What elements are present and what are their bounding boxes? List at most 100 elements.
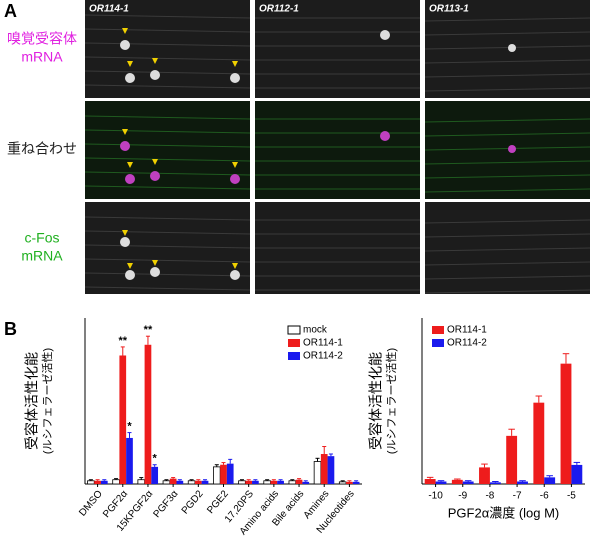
row-label: c-Fos bbox=[25, 230, 60, 246]
row-label: mRNA bbox=[21, 49, 63, 65]
arrowhead bbox=[127, 263, 133, 269]
texture bbox=[84, 56, 251, 61]
cell bbox=[120, 141, 130, 151]
legend-label: OR114-2 bbox=[303, 351, 343, 362]
bar bbox=[137, 479, 145, 485]
legend-swatch bbox=[287, 325, 301, 335]
bar bbox=[295, 479, 303, 484]
bar bbox=[245, 480, 253, 484]
cell bbox=[125, 270, 135, 280]
texture bbox=[424, 146, 591, 151]
bar bbox=[424, 479, 436, 484]
bar bbox=[533, 402, 545, 484]
x-tick-label: -5 bbox=[567, 491, 576, 502]
bar bbox=[462, 481, 474, 484]
significance-mark: ** bbox=[118, 335, 127, 347]
bar bbox=[571, 464, 583, 484]
significance-mark: * bbox=[153, 453, 158, 465]
bar bbox=[352, 481, 360, 484]
bar bbox=[506, 435, 518, 484]
texture bbox=[84, 272, 251, 277]
legend-label: OR114-1 bbox=[303, 338, 343, 349]
micrograph bbox=[85, 101, 250, 199]
bar bbox=[162, 480, 171, 485]
bar bbox=[435, 481, 447, 484]
cell bbox=[125, 174, 135, 184]
texture bbox=[84, 185, 251, 190]
bar bbox=[119, 355, 127, 484]
significance-mark: * bbox=[127, 420, 132, 432]
texture bbox=[424, 261, 591, 266]
bar bbox=[327, 456, 335, 484]
texture bbox=[84, 157, 251, 162]
texture bbox=[424, 87, 591, 92]
cell bbox=[380, 131, 390, 141]
bar bbox=[213, 466, 221, 485]
x-tick-label: -6 bbox=[540, 491, 549, 502]
arrowhead bbox=[122, 129, 128, 135]
bar bbox=[87, 480, 95, 485]
texture bbox=[84, 143, 251, 148]
bar bbox=[313, 461, 322, 485]
texture bbox=[84, 84, 251, 89]
row-label: mRNA bbox=[21, 248, 63, 264]
row-label: 嗅覚受容体 bbox=[7, 31, 77, 47]
x-tick-label: PGF3α bbox=[152, 488, 181, 520]
bar bbox=[176, 480, 184, 484]
x-axis-label: PGF2α濃度 (log M) bbox=[448, 505, 560, 520]
legend-label: OR114-1 bbox=[447, 325, 487, 336]
texture bbox=[424, 247, 591, 252]
cell bbox=[230, 270, 240, 280]
row-label: 重ね合わせ bbox=[7, 141, 77, 157]
bar bbox=[220, 464, 227, 484]
arrowhead bbox=[232, 162, 238, 168]
bar bbox=[226, 463, 234, 484]
panel-label: B bbox=[4, 319, 17, 339]
y-axis-label: 受容体活性化能 bbox=[24, 352, 40, 450]
legend-label: OR114-2 bbox=[447, 338, 487, 349]
x-tick-label: PGD2 bbox=[180, 488, 206, 516]
bar bbox=[252, 480, 259, 484]
texture bbox=[424, 233, 591, 238]
bar bbox=[277, 480, 284, 484]
bar bbox=[194, 480, 202, 484]
texture bbox=[84, 129, 251, 134]
y-axis-label: 受容体活性化能 bbox=[368, 352, 384, 450]
texture bbox=[424, 219, 591, 224]
column-title: OR112-1 bbox=[259, 4, 299, 15]
y-axis-label: (ルシフェラーゼ活性) bbox=[40, 348, 54, 454]
bar bbox=[263, 480, 271, 485]
cell bbox=[150, 70, 160, 80]
cell bbox=[230, 73, 240, 83]
bar bbox=[169, 478, 177, 484]
texture bbox=[424, 118, 591, 123]
texture bbox=[424, 160, 591, 165]
bar bbox=[94, 480, 101, 484]
arrowhead bbox=[232, 61, 238, 67]
texture bbox=[424, 17, 591, 22]
texture bbox=[424, 132, 591, 137]
texture bbox=[424, 289, 591, 294]
bar bbox=[126, 437, 133, 484]
texture bbox=[84, 244, 251, 249]
texture bbox=[84, 216, 251, 221]
texture bbox=[424, 188, 591, 193]
texture bbox=[424, 73, 591, 78]
micrograph bbox=[255, 101, 420, 199]
bar bbox=[451, 479, 463, 484]
bar bbox=[288, 480, 297, 485]
bar bbox=[338, 481, 347, 485]
texture bbox=[84, 42, 251, 47]
bar bbox=[100, 480, 108, 484]
legend-swatch bbox=[432, 339, 444, 347]
significance-mark: ** bbox=[144, 324, 153, 336]
column-title: OR113-1 bbox=[429, 4, 469, 15]
cell bbox=[120, 237, 130, 247]
bar bbox=[560, 363, 572, 484]
micrograph bbox=[255, 0, 420, 98]
cell bbox=[150, 171, 160, 181]
bar bbox=[489, 482, 501, 484]
cell bbox=[120, 40, 130, 50]
x-tick-label: DMSO bbox=[77, 488, 105, 518]
